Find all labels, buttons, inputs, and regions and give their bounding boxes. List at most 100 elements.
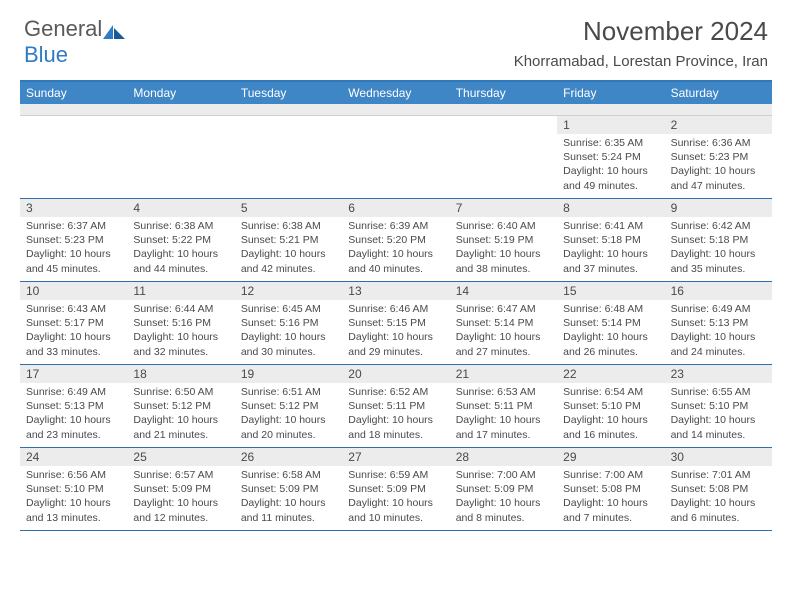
sunrise-text: Sunrise: 6:35 AM <box>563 136 658 150</box>
sunrise-text: Sunrise: 6:44 AM <box>133 302 228 316</box>
sunset-text: Sunset: 5:17 PM <box>26 316 121 330</box>
day-number: 22 <box>557 365 664 383</box>
sunset-text: Sunset: 5:09 PM <box>348 482 443 496</box>
sunrise-text: Sunrise: 6:54 AM <box>563 385 658 399</box>
daylight-text-1: Daylight: 10 hours <box>241 330 336 344</box>
daylight-text-1: Daylight: 10 hours <box>563 247 658 261</box>
day-header: Sunday <box>20 82 127 104</box>
daylight-text-2: and 49 minutes. <box>563 179 658 193</box>
sunset-text: Sunset: 5:13 PM <box>671 316 766 330</box>
daylight-text-2: and 7 minutes. <box>563 511 658 525</box>
daylight-text-2: and 17 minutes. <box>456 428 551 442</box>
day-number: 3 <box>20 199 127 217</box>
cell-body: Sunrise: 6:57 AMSunset: 5:09 PMDaylight:… <box>127 466 234 529</box>
daylight-text-1: Daylight: 10 hours <box>241 496 336 510</box>
day-number: 27 <box>342 448 449 466</box>
day-header: Tuesday <box>235 82 342 104</box>
cell-body: Sunrise: 6:35 AMSunset: 5:24 PMDaylight:… <box>557 134 664 197</box>
calendar-cell <box>450 116 557 198</box>
daylight-text-1: Daylight: 10 hours <box>241 413 336 427</box>
sunrise-text: Sunrise: 6:43 AM <box>26 302 121 316</box>
daylight-text-2: and 16 minutes. <box>563 428 658 442</box>
cell-body: Sunrise: 6:43 AMSunset: 5:17 PMDaylight:… <box>20 300 127 363</box>
sunset-text: Sunset: 5:11 PM <box>456 399 551 413</box>
calendar-cell: 6Sunrise: 6:39 AMSunset: 5:20 PMDaylight… <box>342 199 449 281</box>
daylight-text-2: and 27 minutes. <box>456 345 551 359</box>
calendar-cell: 8Sunrise: 6:41 AMSunset: 5:18 PMDaylight… <box>557 199 664 281</box>
day-number: 16 <box>665 282 772 300</box>
daylight-text-1: Daylight: 10 hours <box>26 496 121 510</box>
day-number: 18 <box>127 365 234 383</box>
calendar-cell: 14Sunrise: 6:47 AMSunset: 5:14 PMDayligh… <box>450 282 557 364</box>
daylight-text-1: Daylight: 10 hours <box>133 413 228 427</box>
calendar-cell: 23Sunrise: 6:55 AMSunset: 5:10 PMDayligh… <box>665 365 772 447</box>
cell-body: Sunrise: 6:52 AMSunset: 5:11 PMDaylight:… <box>342 383 449 446</box>
daylight-text-2: and 13 minutes. <box>26 511 121 525</box>
sunrise-text: Sunrise: 6:52 AM <box>348 385 443 399</box>
day-header: Wednesday <box>342 82 449 104</box>
calendar-cell: 9Sunrise: 6:42 AMSunset: 5:18 PMDaylight… <box>665 199 772 281</box>
calendar-cell: 11Sunrise: 6:44 AMSunset: 5:16 PMDayligh… <box>127 282 234 364</box>
week-row: 1Sunrise: 6:35 AMSunset: 5:24 PMDaylight… <box>20 116 772 199</box>
cell-body: Sunrise: 6:51 AMSunset: 5:12 PMDaylight:… <box>235 383 342 446</box>
calendar-cell: 13Sunrise: 6:46 AMSunset: 5:15 PMDayligh… <box>342 282 449 364</box>
calendar-cell: 12Sunrise: 6:45 AMSunset: 5:16 PMDayligh… <box>235 282 342 364</box>
daylight-text-1: Daylight: 10 hours <box>671 496 766 510</box>
calendar-cell <box>127 116 234 198</box>
sunset-text: Sunset: 5:16 PM <box>241 316 336 330</box>
daylight-text-1: Daylight: 10 hours <box>133 247 228 261</box>
sunset-text: Sunset: 5:08 PM <box>563 482 658 496</box>
daylight-text-1: Daylight: 10 hours <box>456 496 551 510</box>
day-number: 19 <box>235 365 342 383</box>
sunset-text: Sunset: 5:22 PM <box>133 233 228 247</box>
calendar-cell: 3Sunrise: 6:37 AMSunset: 5:23 PMDaylight… <box>20 199 127 281</box>
week-row: 17Sunrise: 6:49 AMSunset: 5:13 PMDayligh… <box>20 365 772 448</box>
calendar-cell: 10Sunrise: 6:43 AMSunset: 5:17 PMDayligh… <box>20 282 127 364</box>
sunset-text: Sunset: 5:09 PM <box>241 482 336 496</box>
sunset-text: Sunset: 5:23 PM <box>671 150 766 164</box>
day-number: 11 <box>127 282 234 300</box>
calendar-cell: 27Sunrise: 6:59 AMSunset: 5:09 PMDayligh… <box>342 448 449 530</box>
day-number: 2 <box>665 116 772 134</box>
daylight-text-2: and 24 minutes. <box>671 345 766 359</box>
sunrise-text: Sunrise: 7:00 AM <box>456 468 551 482</box>
calendar-cell <box>342 116 449 198</box>
sunrise-text: Sunrise: 6:48 AM <box>563 302 658 316</box>
daylight-text-1: Daylight: 10 hours <box>348 413 443 427</box>
daylight-text-2: and 47 minutes. <box>671 179 766 193</box>
logo-sail-icon <box>103 25 125 39</box>
sunrise-text: Sunrise: 6:58 AM <box>241 468 336 482</box>
daylight-text-2: and 44 minutes. <box>133 262 228 276</box>
calendar-cell: 19Sunrise: 6:51 AMSunset: 5:12 PMDayligh… <box>235 365 342 447</box>
daylight-text-2: and 11 minutes. <box>241 511 336 525</box>
calendar-cell <box>20 116 127 198</box>
daylight-text-2: and 32 minutes. <box>133 345 228 359</box>
sunrise-text: Sunrise: 6:36 AM <box>671 136 766 150</box>
calendar-cell: 18Sunrise: 6:50 AMSunset: 5:12 PMDayligh… <box>127 365 234 447</box>
sunrise-text: Sunrise: 6:47 AM <box>456 302 551 316</box>
sunset-text: Sunset: 5:21 PM <box>241 233 336 247</box>
sunset-text: Sunset: 5:09 PM <box>456 482 551 496</box>
sunrise-text: Sunrise: 6:46 AM <box>348 302 443 316</box>
daylight-text-1: Daylight: 10 hours <box>563 496 658 510</box>
sunset-text: Sunset: 5:24 PM <box>563 150 658 164</box>
sunrise-text: Sunrise: 6:38 AM <box>241 219 336 233</box>
calendar-cell: 17Sunrise: 6:49 AMSunset: 5:13 PMDayligh… <box>20 365 127 447</box>
week-row: 3Sunrise: 6:37 AMSunset: 5:23 PMDaylight… <box>20 199 772 282</box>
day-header: Friday <box>557 82 664 104</box>
daylight-text-1: Daylight: 10 hours <box>563 413 658 427</box>
daylight-text-2: and 30 minutes. <box>241 345 336 359</box>
cell-body: Sunrise: 7:00 AMSunset: 5:09 PMDaylight:… <box>450 466 557 529</box>
day-header: Saturday <box>665 82 772 104</box>
daylight-text-2: and 6 minutes. <box>671 511 766 525</box>
calendar-cell: 22Sunrise: 6:54 AMSunset: 5:10 PMDayligh… <box>557 365 664 447</box>
calendar-cell: 30Sunrise: 7:01 AMSunset: 5:08 PMDayligh… <box>665 448 772 530</box>
cell-body: Sunrise: 6:38 AMSunset: 5:22 PMDaylight:… <box>127 217 234 280</box>
daylight-text-1: Daylight: 10 hours <box>671 247 766 261</box>
day-number: 9 <box>665 199 772 217</box>
daylight-text-2: and 40 minutes. <box>348 262 443 276</box>
sunrise-text: Sunrise: 6:56 AM <box>26 468 121 482</box>
logo-word-2: Blue <box>24 42 68 68</box>
daylight-text-1: Daylight: 10 hours <box>348 247 443 261</box>
cell-body: Sunrise: 6:48 AMSunset: 5:14 PMDaylight:… <box>557 300 664 363</box>
